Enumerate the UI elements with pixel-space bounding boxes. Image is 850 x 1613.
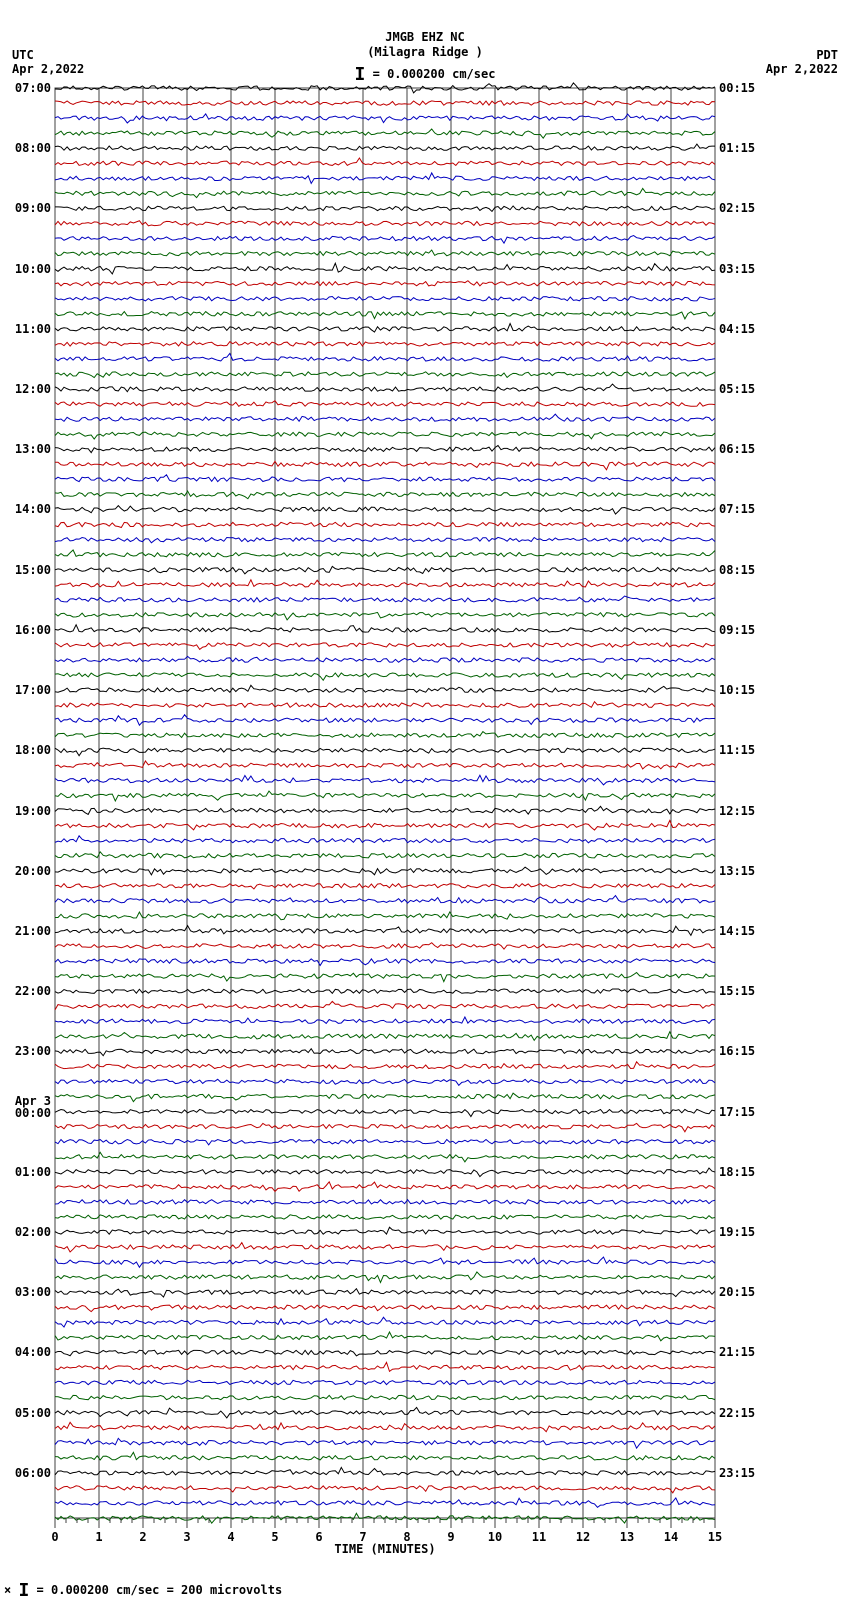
y-left-label: 21:00 xyxy=(15,924,51,938)
x-tick-label: 1 xyxy=(95,1530,102,1544)
x-tick-label: 12 xyxy=(576,1530,590,1544)
x-tick-label: 9 xyxy=(447,1530,454,1544)
helicorder-chart: JMGB EHZ NC (Milagra Ridge ) UTC Apr 2,2… xyxy=(0,0,850,1613)
scale-bar-icon: I xyxy=(355,64,366,85)
x-tick-label: 10 xyxy=(488,1530,502,1544)
footer-text: = 0.000200 cm/sec = 200 microvolts xyxy=(37,1583,283,1597)
footer-note: × I = 0.000200 cm/sec = 200 microvolts xyxy=(4,1580,282,1601)
y-left-label: 20:00 xyxy=(15,864,51,878)
x-tick-label: 5 xyxy=(271,1530,278,1544)
y-right-label: 16:15 xyxy=(719,1044,755,1058)
y-right-label: 08:15 xyxy=(719,563,755,577)
y-left-label: Apr 300:00 xyxy=(15,1093,51,1119)
y-left-label: 05:00 xyxy=(15,1406,51,1420)
y-left-label: 07:00 xyxy=(15,81,51,95)
y-right-label: 04:15 xyxy=(719,322,755,336)
y-left-label: 12:00 xyxy=(15,382,51,396)
y-left-label: 17:00 xyxy=(15,683,51,697)
y-right-label: 22:15 xyxy=(719,1406,755,1420)
y-left-label: 06:00 xyxy=(15,1466,51,1480)
y-right-label: 11:15 xyxy=(719,743,755,757)
footer-prefix: × xyxy=(4,1583,11,1597)
y-right-label: 07:15 xyxy=(719,502,755,516)
y-right-label: 17:15 xyxy=(719,1105,755,1119)
y-left-label: 15:00 xyxy=(15,563,51,577)
y-left-label: 02:00 xyxy=(15,1225,51,1239)
y-left-label: 10:00 xyxy=(15,262,51,276)
x-tick-label: 6 xyxy=(315,1530,322,1544)
plot-area: 07:0008:0009:0010:0011:0012:0013:0014:00… xyxy=(55,88,715,1518)
y-right-label: 12:15 xyxy=(719,804,755,818)
x-tick-label: 4 xyxy=(227,1530,234,1544)
y-left-label: 18:00 xyxy=(15,743,51,757)
x-tick-label: 14 xyxy=(664,1530,678,1544)
y-left-label: 23:00 xyxy=(15,1044,51,1058)
y-left-label: 13:00 xyxy=(15,442,51,456)
y-right-label: 03:15 xyxy=(719,262,755,276)
x-tick-label: 11 xyxy=(532,1530,546,1544)
tz-right-label: PDT xyxy=(766,48,838,62)
x-tick-label: 15 xyxy=(708,1530,722,1544)
x-tick-label: 13 xyxy=(620,1530,634,1544)
y-left-label: 09:00 xyxy=(15,201,51,215)
y-right-label: 19:15 xyxy=(719,1225,755,1239)
helicorder-svg xyxy=(55,88,715,1548)
y-right-label: 23:15 xyxy=(719,1466,755,1480)
y-left-label: 22:00 xyxy=(15,984,51,998)
y-right-label: 00:15 xyxy=(719,81,755,95)
y-right-label: 01:15 xyxy=(719,141,755,155)
y-left-label: 04:00 xyxy=(15,1345,51,1359)
y-left-label: 08:00 xyxy=(15,141,51,155)
chart-title-1: JMGB EHZ NC xyxy=(0,30,850,44)
y-right-label: 21:15 xyxy=(719,1345,755,1359)
y-left-label: 11:00 xyxy=(15,322,51,336)
y-right-label: 05:15 xyxy=(719,382,755,396)
chart-title-2: (Milagra Ridge ) xyxy=(0,45,850,59)
y-left-label: 03:00 xyxy=(15,1285,51,1299)
scale-text: = 0.000200 cm/sec xyxy=(373,67,496,81)
y-right-label: 20:15 xyxy=(719,1285,755,1299)
tz-left-label: UTC xyxy=(12,48,84,62)
x-tick-label: 3 xyxy=(183,1530,190,1544)
y-right-label: 14:15 xyxy=(719,924,755,938)
y-right-label: 09:15 xyxy=(719,623,755,637)
x-tick-label: 0 xyxy=(51,1530,58,1544)
y-left-label: 01:00 xyxy=(15,1165,51,1179)
y-right-label: 02:15 xyxy=(719,201,755,215)
y-right-label: 13:15 xyxy=(719,864,755,878)
y-left-label: 16:00 xyxy=(15,623,51,637)
y-right-label: 15:15 xyxy=(719,984,755,998)
x-axis-title: TIME (MINUTES) xyxy=(334,1542,435,1556)
footer-scale-bar-icon: I xyxy=(18,1580,29,1601)
y-right-label: 06:15 xyxy=(719,442,755,456)
y-right-label: 10:15 xyxy=(719,683,755,697)
y-left-label: 14:00 xyxy=(15,502,51,516)
x-tick-label: 2 xyxy=(139,1530,146,1544)
y-left-label: 19:00 xyxy=(15,804,51,818)
y-right-label: 18:15 xyxy=(719,1165,755,1179)
